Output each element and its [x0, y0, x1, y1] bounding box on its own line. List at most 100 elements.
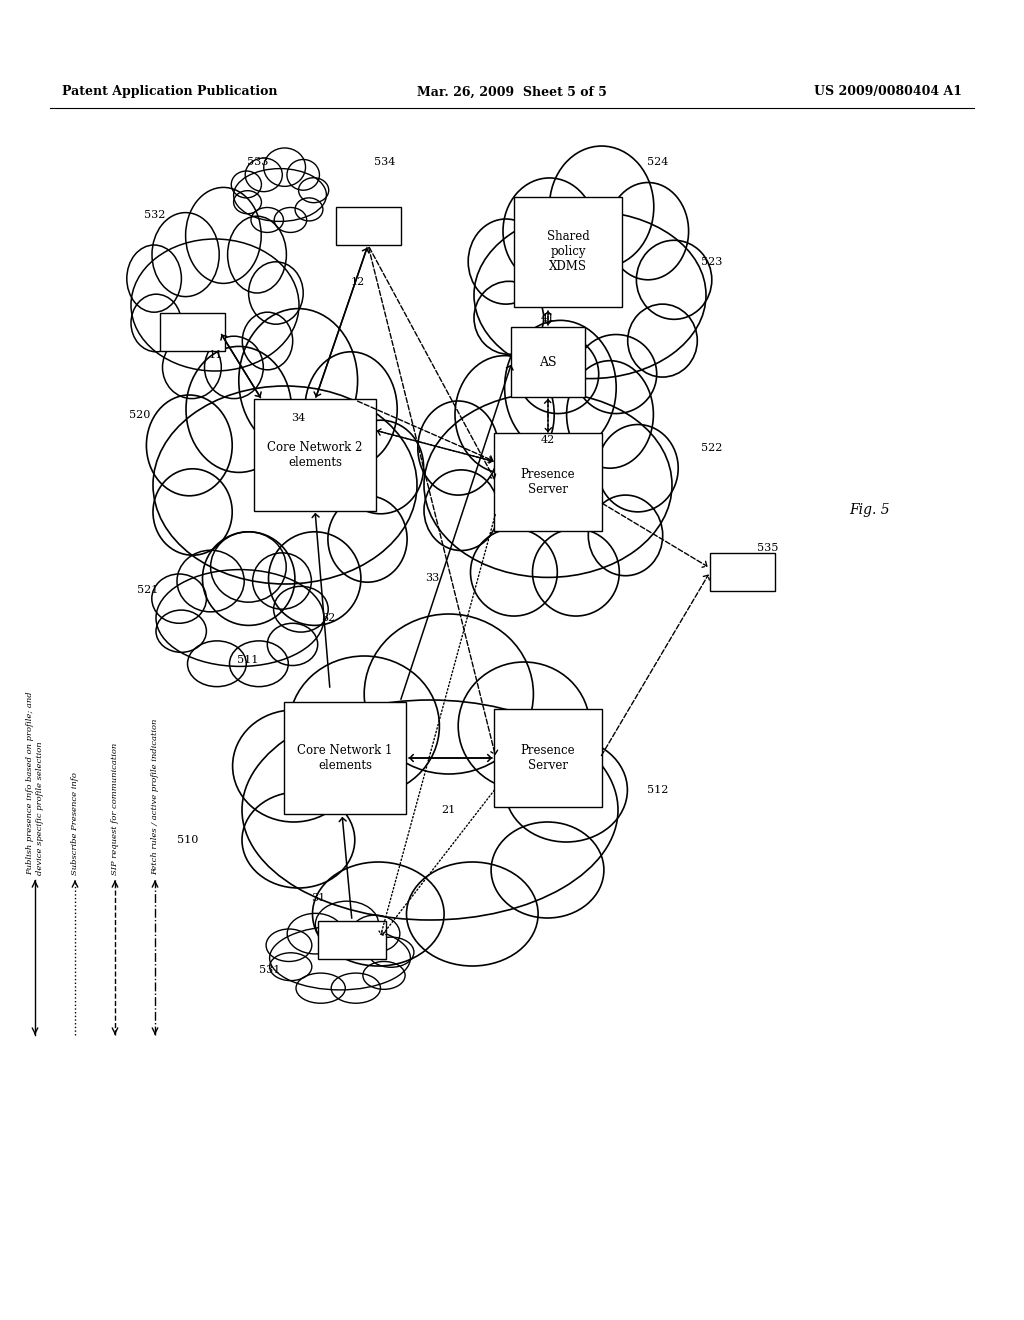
Ellipse shape: [131, 239, 299, 371]
Ellipse shape: [474, 281, 544, 354]
Ellipse shape: [267, 623, 317, 665]
Ellipse shape: [245, 158, 283, 191]
Ellipse shape: [455, 355, 554, 474]
Ellipse shape: [287, 913, 343, 954]
Text: 31: 31: [311, 894, 326, 903]
Text: 533: 533: [248, 157, 268, 168]
Text: Publish presence info based on profile; and
device specific profile selection: Publish presence info based on profile; …: [27, 692, 44, 875]
Ellipse shape: [295, 198, 323, 220]
FancyBboxPatch shape: [710, 553, 774, 591]
Ellipse shape: [243, 313, 293, 370]
Text: Mar. 26, 2009  Sheet 5 of 5: Mar. 26, 2009 Sheet 5 of 5: [417, 86, 607, 99]
Ellipse shape: [350, 915, 399, 952]
Ellipse shape: [156, 570, 324, 667]
Ellipse shape: [269, 927, 411, 990]
Text: Core Network 2
elements: Core Network 2 elements: [267, 441, 362, 469]
Ellipse shape: [312, 862, 444, 966]
FancyBboxPatch shape: [284, 702, 406, 814]
Text: 42: 42: [541, 436, 555, 445]
Ellipse shape: [505, 321, 616, 455]
Ellipse shape: [474, 211, 706, 379]
Text: Fig. 5: Fig. 5: [850, 503, 890, 517]
Text: Fetch rules / active profile indication: Fetch rules / active profile indication: [151, 718, 159, 875]
Ellipse shape: [233, 169, 327, 222]
Text: 532: 532: [144, 210, 166, 220]
Ellipse shape: [177, 550, 244, 612]
Ellipse shape: [532, 529, 620, 616]
Ellipse shape: [296, 973, 345, 1003]
FancyBboxPatch shape: [494, 433, 602, 531]
FancyBboxPatch shape: [511, 327, 585, 397]
Ellipse shape: [274, 207, 306, 232]
Ellipse shape: [636, 240, 712, 319]
Text: Core Network 1
elements: Core Network 1 elements: [297, 744, 392, 772]
Ellipse shape: [211, 532, 286, 602]
Ellipse shape: [153, 469, 232, 556]
Ellipse shape: [418, 401, 499, 495]
Ellipse shape: [264, 148, 305, 186]
Ellipse shape: [251, 207, 284, 232]
Ellipse shape: [266, 929, 312, 961]
Ellipse shape: [589, 495, 663, 576]
Text: 523: 523: [701, 257, 723, 267]
Ellipse shape: [185, 187, 261, 284]
Ellipse shape: [575, 334, 656, 413]
Ellipse shape: [338, 420, 424, 513]
Ellipse shape: [566, 360, 653, 469]
Ellipse shape: [503, 178, 596, 284]
Ellipse shape: [365, 614, 534, 774]
Text: 511: 511: [238, 655, 259, 665]
Text: 21: 21: [441, 805, 455, 814]
Ellipse shape: [152, 213, 219, 297]
Ellipse shape: [607, 182, 688, 280]
Ellipse shape: [492, 822, 604, 917]
Ellipse shape: [186, 346, 292, 473]
Ellipse shape: [273, 586, 329, 632]
Ellipse shape: [468, 219, 544, 304]
Ellipse shape: [299, 178, 329, 203]
Ellipse shape: [328, 496, 408, 582]
Text: US 2009/0080404 A1: US 2009/0080404 A1: [814, 86, 962, 99]
Text: 34: 34: [291, 413, 305, 422]
Ellipse shape: [239, 309, 357, 453]
Ellipse shape: [287, 160, 319, 190]
Text: 535: 535: [758, 543, 778, 553]
Text: Presence
Server: Presence Server: [520, 469, 575, 496]
FancyBboxPatch shape: [336, 207, 400, 246]
Text: 534: 534: [375, 157, 395, 168]
Ellipse shape: [407, 862, 538, 966]
Ellipse shape: [369, 937, 414, 968]
Text: AS: AS: [540, 355, 557, 368]
Ellipse shape: [424, 470, 499, 550]
Text: Shared
policy
XDMS: Shared policy XDMS: [547, 231, 590, 273]
Ellipse shape: [598, 425, 678, 512]
Ellipse shape: [163, 337, 221, 399]
Text: Presence
Server: Presence Server: [520, 744, 575, 772]
Ellipse shape: [205, 337, 263, 399]
Text: 33: 33: [425, 573, 439, 583]
Ellipse shape: [232, 710, 354, 822]
Ellipse shape: [315, 902, 379, 948]
Ellipse shape: [362, 961, 406, 989]
Text: Subscribe Presence info: Subscribe Presence info: [71, 772, 79, 875]
FancyBboxPatch shape: [160, 313, 224, 351]
Text: Patent Application Publication: Patent Application Publication: [62, 86, 278, 99]
Text: 524: 524: [647, 157, 669, 168]
FancyBboxPatch shape: [494, 709, 602, 807]
Text: 521: 521: [137, 585, 159, 595]
FancyBboxPatch shape: [318, 921, 386, 960]
Ellipse shape: [131, 294, 181, 352]
FancyBboxPatch shape: [514, 197, 622, 308]
Ellipse shape: [505, 738, 628, 842]
Ellipse shape: [253, 553, 311, 610]
Ellipse shape: [424, 392, 672, 577]
Ellipse shape: [331, 973, 381, 1003]
Ellipse shape: [269, 953, 312, 981]
Ellipse shape: [242, 700, 618, 920]
Ellipse shape: [268, 532, 360, 626]
Ellipse shape: [305, 352, 397, 467]
Text: 32: 32: [321, 612, 335, 623]
Text: SIP request for communication: SIP request for communication: [111, 743, 119, 875]
Ellipse shape: [628, 304, 697, 378]
Text: 531: 531: [259, 965, 281, 975]
